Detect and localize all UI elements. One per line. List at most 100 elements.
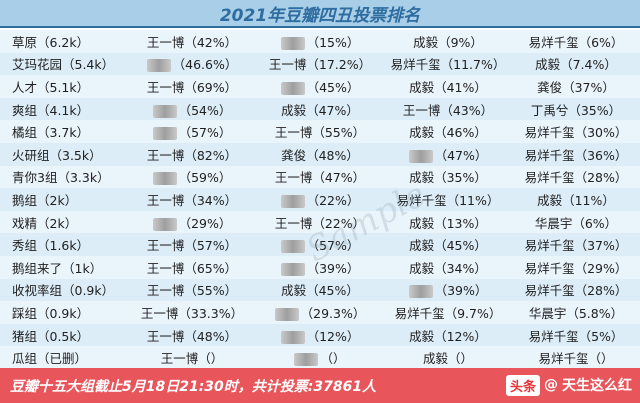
rank2-cell: （22%） — [256, 188, 384, 211]
table-row: 艾玛花园（5.4k） （46.6%） 王一博（17.2%） 易烊千玺（11.7%） 成毅… — [0, 52, 640, 76]
rank3-cell: 成毅（45%） — [384, 233, 512, 256]
rank3-cell: （47%） — [384, 142, 512, 166]
rank4-cell: 易烊千玺（28%） — [512, 165, 640, 189]
group-cell: 猪组（0.5k） — [0, 323, 128, 347]
cell-text: 成毅（46%） — [409, 125, 487, 141]
cell-text: （39%） — [434, 283, 488, 299]
table-row: 收视率组（0.9k） 王一博（55%） 成毅（45%） （39%） 易烊千玺（28%） — [0, 278, 640, 302]
rank4-cell: 成毅（7.4%） — [512, 52, 640, 76]
rank4-cell: 易烊千玺（6%） — [512, 30, 640, 53]
cell-text: 戏精（2k） — [12, 215, 78, 231]
rank1-cell: 王一博（65%） — [128, 255, 256, 279]
group-cell: 踩组（0.9k） — [0, 301, 128, 324]
rank1-cell: （57%） — [128, 120, 256, 143]
cell-text: （29%） — [178, 215, 232, 231]
rank2-cell: 成毅（47%） — [256, 97, 384, 121]
cell-text: 成毅（35%） — [409, 170, 487, 186]
cell-text: 王一博（82%） — [146, 147, 238, 163]
rank3-cell: 成毅（12%） — [384, 323, 512, 347]
cell-text: 王一博（48%） — [146, 328, 238, 344]
cell-text: 易烊千玺（11.7%） — [390, 57, 506, 73]
blurred-name — [408, 149, 433, 163]
table-row: 踩组（0.9k） 王一博（33.3%） （29.3%） 易烊千玺（9.7%） 华晨宇（5… — [0, 301, 640, 324]
group-cell: 爽组（4.1k） — [0, 97, 128, 121]
rank2-cell: （39%） — [256, 255, 384, 279]
rank1-cell: （29%） — [128, 210, 256, 234]
rank3-cell: 王一博（43%） — [384, 97, 512, 121]
cell-text: （59%） — [178, 170, 232, 186]
rank1-cell: 王一博（42%） — [128, 30, 256, 53]
cell-text: 成毅（13%） — [409, 215, 487, 231]
cell-text: 王一博（55%） — [146, 283, 238, 299]
cell-text: 成毅（11%） — [537, 192, 615, 208]
cell-text: 秀组（1.6k） — [12, 238, 90, 254]
cell-text: 王一博（22%） — [274, 215, 366, 231]
cell-text: 鹅组来了（1k） — [12, 260, 103, 276]
cell-text: 成毅（12%） — [409, 328, 487, 344]
table-row: 猪组（0.5k） 王一博（48%） （12%） 成毅（12%） 易烊千玺（5%） — [0, 323, 640, 347]
rank1-cell: （54%） — [128, 97, 256, 121]
rank2-cell: （） — [256, 346, 384, 369]
cell-text: 易烊千玺（5%） — [528, 328, 624, 344]
cell-text: 王一博（34%） — [146, 192, 238, 208]
footer-text: 豆瓣十五大组截止5月18日21:30时，共计投票:37861人 — [10, 378, 377, 395]
blurred-name — [280, 81, 305, 95]
group-cell: 收视率组（0.9k） — [0, 278, 128, 302]
group-cell: 艾玛花园（5.4k） — [0, 52, 128, 76]
table-row: 人才（5.1k） 王一博（69%） （45%） 成毅（41%） 龚俊（37%） — [0, 75, 640, 98]
table-row: 青你3组（3.3k） （59%） 王一博（47%） 成毅（35%） 易烊千玺（28%） — [0, 165, 640, 189]
cell-text: （12%） — [306, 328, 360, 344]
table-row: 草原（6.2k） 王一博（42%） （15%） 成毅（9%） 易烊千玺（6%） — [0, 30, 640, 53]
cell-text: 王一博（43%） — [402, 102, 494, 118]
group-cell: 瓜组（已删） — [0, 346, 128, 369]
cell-text: （45%） — [306, 79, 360, 95]
cell-text: （47%） — [434, 147, 488, 163]
rank3-cell: 易烊千玺（11%） — [384, 188, 512, 211]
rank1-cell: （46.6%） — [128, 52, 256, 76]
cell-text: 易烊千玺（28%） — [524, 170, 628, 186]
cell-text: 易烊千玺（28%） — [524, 283, 628, 299]
cell-text: （15%） — [306, 34, 360, 50]
rank1-cell: （59%） — [128, 165, 256, 189]
cell-text: 易烊千玺（） — [538, 351, 614, 367]
cell-text: 成毅（） — [422, 351, 473, 367]
cell-text: 王一博（47%） — [274, 170, 366, 186]
cell-text: 鹅组（2k） — [12, 192, 78, 208]
cell-text: 龚俊（37%） — [537, 79, 615, 95]
cell-text: 王一博（42%） — [146, 34, 238, 50]
table-row: 火研组（3.5k） 王一博（82%） 龚俊（48%） （47%） 易烊千玺（36%） — [0, 142, 640, 166]
rank3-cell: 成毅（34%） — [384, 255, 512, 279]
cell-text: 华晨宇（5.8%） — [528, 305, 624, 321]
cell-text: 成毅（45%） — [281, 283, 359, 299]
at-icon: @ — [544, 377, 558, 393]
cell-text: （57%） — [178, 125, 232, 141]
rank3-cell: （39%） — [384, 278, 512, 302]
table-row: 鹅组来了（1k） 王一博（65%） （39%） 成毅（34%） 易烊千玺（29%） — [0, 255, 640, 279]
blurred-name — [152, 172, 177, 186]
cell-text: 王一博（33.3%） — [140, 305, 244, 321]
blurred-name — [152, 127, 177, 141]
cell-text: （22%） — [306, 192, 360, 208]
blurred-name — [280, 194, 305, 208]
table-row: 戏精（2k） （29%） 王一博（22%） 成毅（13%） 华晨宇（6%） — [0, 210, 640, 234]
group-cell: 鹅组来了（1k） — [0, 255, 128, 279]
toutiao-brand: 头条 — [505, 374, 540, 396]
rank4-cell: 华晨宇（5.8%） — [512, 301, 640, 324]
cell-text: 易烊千玺（11%） — [396, 192, 500, 208]
rank2-cell: （29.3%） — [256, 301, 384, 324]
rank2-cell: 龚俊（48%） — [256, 142, 384, 166]
cell-text: （46.6%） — [172, 57, 238, 73]
cell-text: 王一博（55%） — [274, 125, 366, 141]
blurred-name — [152, 217, 177, 231]
blurred-name — [280, 36, 305, 50]
rank1-cell: 王一博（69%） — [128, 75, 256, 98]
rank2-cell: 王一博（17.2%） — [256, 52, 384, 76]
rank4-cell: 易烊千玺（） — [512, 346, 640, 369]
cell-text: 王一博（17.2%） — [268, 57, 372, 73]
cell-text: （29.3%） — [300, 305, 366, 321]
rank3-cell: 成毅（） — [384, 346, 512, 369]
rank1-cell: 王一博（34%） — [128, 188, 256, 211]
rank4-cell: 易烊千玺（36%） — [512, 142, 640, 166]
rank1-cell: 王一博（57%） — [128, 233, 256, 256]
cell-text: 王一博（57%） — [146, 238, 238, 254]
